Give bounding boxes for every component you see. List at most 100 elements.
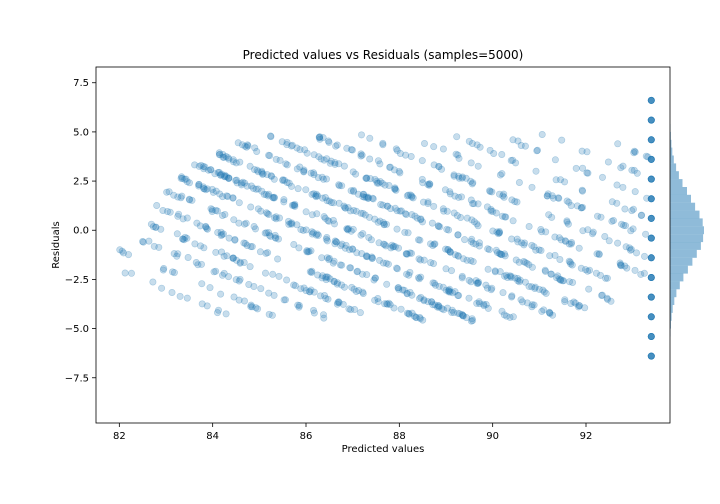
data-point [647, 234, 655, 242]
histogram-bar [670, 210, 700, 219]
data-point [258, 169, 266, 177]
data-point [417, 215, 425, 223]
data-point [424, 181, 432, 189]
data-point [528, 263, 536, 271]
data-point [454, 151, 462, 159]
data-point [246, 263, 254, 271]
data-point [450, 172, 458, 180]
data-point [246, 162, 254, 170]
data-point [463, 214, 471, 222]
data-point [509, 136, 517, 144]
data-point [359, 230, 367, 238]
data-point [390, 304, 398, 312]
data-point [177, 174, 185, 182]
data-point [428, 219, 436, 227]
data-point [199, 183, 207, 191]
data-point [390, 166, 398, 174]
data-point [419, 198, 427, 206]
data-point [455, 291, 463, 299]
data-point [259, 170, 267, 178]
data-point [295, 301, 303, 309]
data-point [121, 269, 129, 277]
data-point [416, 315, 424, 323]
data-point [509, 313, 517, 321]
data-point [576, 302, 584, 310]
data-point [642, 230, 650, 238]
data-point [155, 243, 163, 251]
data-point [179, 215, 187, 223]
data-point [631, 188, 639, 196]
data-point [647, 195, 655, 203]
data-point [430, 143, 438, 151]
data-point [525, 261, 533, 269]
data-point [325, 217, 333, 225]
data-point [338, 261, 346, 269]
data-point [450, 171, 458, 179]
data-point [120, 249, 128, 257]
data-point [374, 294, 382, 302]
data-point [218, 248, 226, 256]
data-point [528, 301, 536, 309]
data-point [152, 223, 160, 231]
data-point [253, 166, 261, 174]
data-point [212, 267, 220, 275]
data-point [518, 239, 526, 247]
data-point [376, 178, 384, 186]
data-point [365, 213, 373, 221]
histogram-bar [670, 187, 687, 195]
data-point [385, 182, 393, 190]
data-point [393, 207, 401, 215]
data-point [508, 292, 516, 300]
data-point [540, 306, 548, 314]
data-point [404, 229, 412, 237]
data-point [357, 152, 365, 160]
data-point [380, 240, 388, 248]
data-point [528, 241, 536, 249]
data-point [291, 202, 299, 210]
data-point [229, 254, 237, 262]
data-point [396, 169, 404, 177]
data-point [191, 161, 199, 169]
data-point [195, 182, 203, 190]
data-point [514, 274, 522, 282]
data-point [330, 278, 338, 286]
data-point [397, 305, 405, 313]
data-point [439, 205, 447, 213]
data-point [325, 256, 333, 264]
data-point [468, 180, 476, 188]
data-point [503, 273, 511, 281]
data-point [377, 201, 385, 209]
data-point [315, 134, 323, 142]
data-point [567, 260, 575, 268]
data-point [503, 312, 511, 320]
data-point [363, 253, 371, 261]
data-point [314, 271, 322, 279]
data-point [452, 150, 460, 158]
data-point [391, 204, 399, 212]
data-point [384, 202, 392, 210]
data-point [418, 175, 426, 183]
data-point [647, 116, 655, 124]
data-point [295, 303, 303, 311]
data-point [469, 316, 477, 324]
data-point [473, 141, 481, 149]
data-point [401, 228, 409, 236]
data-point [383, 280, 391, 288]
data-point [163, 188, 171, 196]
data-point [285, 179, 293, 187]
data-point [211, 170, 219, 178]
data-point [555, 275, 563, 283]
data-point [198, 260, 206, 268]
data-point [451, 192, 459, 200]
data-point [217, 290, 225, 298]
data-point [630, 149, 638, 157]
data-point [647, 195, 655, 203]
data-point [434, 222, 442, 230]
data-point [577, 204, 585, 212]
data-point [420, 296, 428, 304]
data-point [357, 231, 365, 239]
data-point [546, 309, 554, 317]
data-point [512, 159, 520, 167]
data-point [448, 306, 456, 314]
